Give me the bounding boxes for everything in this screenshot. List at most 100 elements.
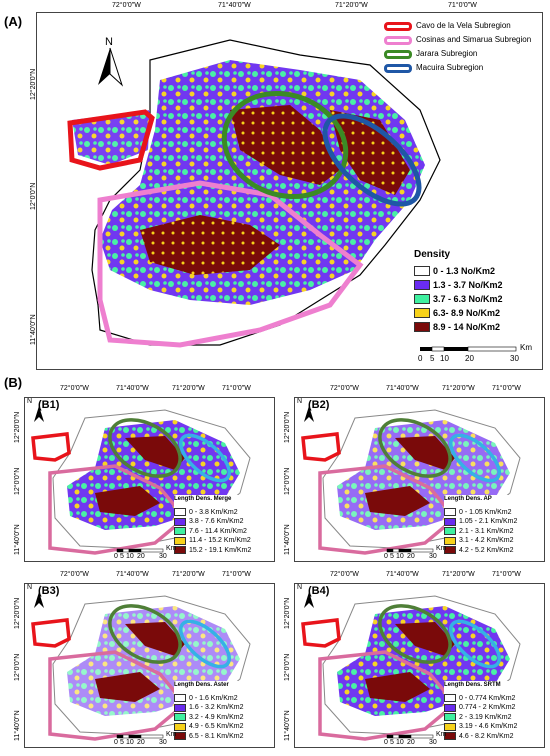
legend-row: 4.6 - 8.2 Km/Km2 <box>444 732 540 742</box>
legend-text: Cavo de la Vela Subregion <box>416 21 511 30</box>
north-letter: N <box>297 584 303 591</box>
ring-jarara <box>108 604 182 664</box>
ring-cosinas <box>318 650 458 741</box>
scalebar-label: 20 <box>407 553 415 560</box>
legend-class: 2 - 3.19 Km/Km2 <box>459 713 512 721</box>
legend-swatch <box>444 732 456 741</box>
lon-label-b2-1: 72°0'0"W <box>330 385 359 392</box>
scalebar-label: 30 <box>429 553 437 560</box>
cavo-area-a <box>72 110 150 165</box>
density-legend-title: Density <box>414 249 451 260</box>
length-density-legend: Length Dens. Merge 0 - 3.8 Km/Km2 3.8 - 7.… <box>174 495 270 555</box>
scalebar-seg <box>128 734 142 739</box>
legend-class: 0 - 0.774 Km/Km2 <box>459 694 516 702</box>
legend-swatch <box>444 508 456 517</box>
legend-class: 3.2 - 4.9 Km/Km2 <box>189 713 244 721</box>
subregion-legend-item: Cavo de la Vela Subregion <box>384 19 534 33</box>
hot-core-cosinas <box>95 672 160 702</box>
scalebar-label: 10 <box>126 553 134 560</box>
legend-class: 0 - 1.05 Km/Km2 <box>459 508 512 516</box>
legend-title: Length Dens. Aster <box>174 682 229 688</box>
subpanel-frame-b2 <box>294 397 545 562</box>
scalebar-label: 20 <box>137 553 145 560</box>
legend-swatch <box>174 508 186 517</box>
hot-core-cosinas <box>365 486 430 516</box>
density-swatch-3 <box>414 294 430 304</box>
north-arrow <box>34 592 44 608</box>
legend-swatch <box>444 694 456 703</box>
legend-swatch <box>174 694 186 703</box>
north-letter: N <box>27 398 33 405</box>
lon-label-b2-2: 71°40'0"W <box>386 385 419 392</box>
scalebar-label: 5 <box>390 553 394 560</box>
scalebar-seg <box>140 734 164 739</box>
lon-label-b2-3: 71°20'0"W <box>442 385 475 392</box>
ring-jarara-a <box>221 90 349 200</box>
length-density-legend: Length Dens. Aster 0 - 1.6 Km/Km2 1.6 - 3.… <box>174 681 270 741</box>
scalebar-label: 0 <box>384 739 388 746</box>
lat-label-b4-3: 11°40'0"N <box>284 710 291 741</box>
density-swatch-4 <box>414 308 430 318</box>
hot-core-jarara <box>395 622 455 656</box>
legend-class: 6.5 - 8.1 Km/Km2 <box>189 732 244 740</box>
scalebar-unit: Km <box>166 545 177 552</box>
legend-title: Length Dens. SRTM <box>444 682 501 688</box>
legend-class: 3.8 - 7.6 Km/Km2 <box>189 518 244 525</box>
legend-class: 11.4 - 15.2 Km/Km2 <box>189 537 251 544</box>
legend-row: 0 - 3.8 Km/Km2 <box>174 508 270 518</box>
length-density-legend: Length Dens. SRTM 0 - 0.774 Km/Km2 0.774 -… <box>444 681 540 741</box>
legend-row: 3.1 - 4.2 Km/Km2 <box>444 536 540 546</box>
lon-label-b3-3: 71°20'0"W <box>172 571 205 578</box>
scalebar-unit: Km <box>166 731 177 738</box>
density-class-3: 3.7 - 6.3 No/Km2 <box>433 294 503 304</box>
north-letter: N <box>27 584 33 591</box>
legend-title: Length Dens. Merge <box>174 496 232 502</box>
ring-jarara <box>108 418 182 478</box>
legend-text: Cosinas and Simarua Subregion <box>416 35 532 44</box>
legend-swatch <box>444 536 456 545</box>
scalebar-label: 30 <box>429 739 437 746</box>
lat-label-b3-3: 11°40'0"N <box>14 710 21 741</box>
scalebar-a-20: 20 <box>465 354 474 363</box>
legend-class: 1.6 - 3.2 Km/Km2 <box>189 704 244 711</box>
scalebar-seg <box>122 548 130 553</box>
scalebar-seg <box>122 734 130 739</box>
scalebar-a-5: 5 <box>430 354 435 363</box>
lon-label-b3-2: 71°40'0"W <box>116 571 149 578</box>
density-class-1: 0 - 1.3 No/Km2 <box>433 266 496 276</box>
lat-label-b1-2: 12°0'0"N <box>14 467 21 495</box>
ring-cavo <box>301 432 341 462</box>
ring-macuira-a <box>322 113 422 207</box>
density-class-4: 6.3- 8.9 No/Km2 <box>433 308 501 318</box>
north-arrow <box>304 406 314 422</box>
legend-class: 0 - 3.8 Km/Km2 <box>189 508 238 516</box>
scalebar-label: 0 <box>114 739 118 746</box>
lat-label-b1-1: 12°20'0"N <box>14 411 21 443</box>
legend-swatch <box>444 517 456 526</box>
legend-swatch <box>174 703 186 712</box>
subpanel-label-b4: (B4) <box>308 585 330 597</box>
legend-row: 0 - 1.05 Km/Km2 <box>444 508 540 518</box>
lon-label-b4-3: 71°20'0"W <box>442 571 475 578</box>
lon-label-b1-4: 71°0'0"W <box>222 385 251 392</box>
scalebar-seg <box>116 734 124 739</box>
lat-label-b1-3: 11°40'0"N <box>14 524 21 555</box>
density-class-5: 8.9 - 14 No/Km2 <box>433 322 501 332</box>
legend-swatch <box>174 732 186 741</box>
ring-cosinas <box>48 650 188 741</box>
scalebar-seg <box>392 734 400 739</box>
lat-label-b2-1: 12°20'0"N <box>284 411 291 443</box>
legend-title: Length Dens. AP <box>444 496 492 502</box>
lat-label-b3-1: 12°20'0"N <box>14 597 21 629</box>
ring-cosinas <box>318 464 458 555</box>
north-letter: N <box>297 398 303 405</box>
ring-jarara <box>378 604 452 664</box>
legend-row: 1.6 - 3.2 Km/Km2 <box>174 703 270 713</box>
scalebar-unit: Km <box>436 731 447 738</box>
legend-swatch <box>174 546 186 555</box>
scalebar-a-0: 0 <box>418 354 423 363</box>
scalebar-label: 0 <box>384 553 388 560</box>
legend-row: 2 - 3.19 Km/Km2 <box>444 713 540 723</box>
scalebar-label: 10 <box>396 739 404 746</box>
ring-jarara <box>378 418 452 478</box>
